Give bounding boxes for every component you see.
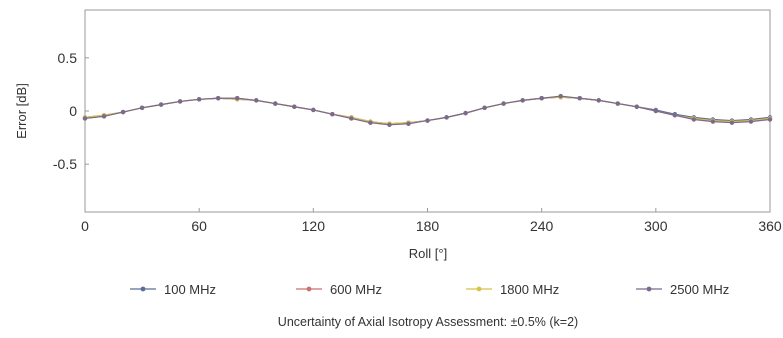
data-point bbox=[120, 109, 126, 115]
plot-frame bbox=[84, 9, 771, 213]
data-point bbox=[330, 111, 335, 117]
legend-label: 2500 MHz bbox=[670, 282, 729, 297]
data-point bbox=[748, 119, 754, 124]
data-point bbox=[482, 105, 487, 111]
data-point bbox=[196, 97, 202, 102]
data-point bbox=[387, 122, 392, 128]
data-point bbox=[672, 113, 678, 118]
legend-swatch-marker bbox=[140, 286, 146, 292]
data-point bbox=[254, 98, 259, 103]
data-point bbox=[177, 99, 183, 104]
legend-label: 100 MHz bbox=[164, 282, 216, 297]
series-3 bbox=[82, 93, 773, 128]
legend-label: 600 MHz bbox=[330, 282, 382, 297]
data-point bbox=[634, 104, 640, 109]
y-tick-label: 0.5 bbox=[58, 50, 78, 66]
legend-item: 100 MHz bbox=[130, 282, 216, 297]
data-point bbox=[368, 120, 373, 125]
data-point bbox=[101, 114, 107, 119]
legend: 100 MHz 600 MHz 1800 MHz 2500 MHz bbox=[130, 282, 729, 297]
data-point bbox=[292, 104, 297, 109]
data-point bbox=[729, 120, 735, 125]
data-point bbox=[596, 98, 601, 103]
data-point bbox=[311, 107, 316, 113]
data-point bbox=[577, 96, 582, 101]
legend-label: 1800 MHz bbox=[500, 282, 559, 297]
y-tick-label: -0.5 bbox=[53, 156, 77, 172]
y-tick-label: 0 bbox=[69, 103, 77, 119]
data-point bbox=[653, 108, 659, 114]
data-point bbox=[767, 117, 773, 122]
x-tick-label: 120 bbox=[302, 218, 326, 234]
legend-swatch-marker bbox=[476, 286, 482, 292]
legend-swatch-marker bbox=[646, 286, 652, 292]
x-axis-title: Roll [°] bbox=[409, 246, 447, 261]
data-point bbox=[139, 105, 145, 111]
x-tick-label: 60 bbox=[191, 218, 207, 234]
data-point bbox=[463, 110, 468, 116]
data-point bbox=[501, 101, 506, 106]
data-point bbox=[82, 116, 88, 121]
data-point bbox=[215, 96, 221, 101]
x-tick-label: 180 bbox=[416, 218, 440, 234]
data-point bbox=[558, 93, 563, 99]
data-point bbox=[444, 115, 449, 120]
y-axis: 0.5 0 -0.5 bbox=[53, 50, 89, 172]
x-tick-label: 360 bbox=[758, 218, 782, 234]
data-point bbox=[710, 119, 716, 124]
y-axis-title: Error [dB] bbox=[14, 83, 29, 139]
legend-item: 600 MHz bbox=[296, 282, 382, 297]
data-point bbox=[158, 102, 164, 107]
series-layer bbox=[82, 93, 773, 128]
data-point bbox=[615, 101, 620, 106]
legend-item: 1800 MHz bbox=[466, 282, 559, 297]
x-axis: 0 60 120 180 240 300 360 bbox=[81, 208, 782, 234]
data-point bbox=[425, 118, 430, 123]
data-point bbox=[349, 116, 354, 121]
legend-swatch-marker bbox=[306, 286, 312, 292]
data-point bbox=[406, 121, 411, 126]
uncertainty-note: Uncertainty of Axial Isotropy Assessment… bbox=[278, 315, 578, 329]
data-point bbox=[235, 96, 240, 101]
x-tick-label: 240 bbox=[530, 218, 554, 234]
x-tick-label: 0 bbox=[81, 218, 89, 234]
data-point bbox=[520, 98, 525, 103]
data-point bbox=[539, 96, 544, 101]
data-point bbox=[691, 117, 697, 122]
legend-item: 2500 MHz bbox=[636, 282, 729, 297]
x-tick-label: 300 bbox=[644, 218, 668, 234]
data-point bbox=[273, 101, 278, 106]
